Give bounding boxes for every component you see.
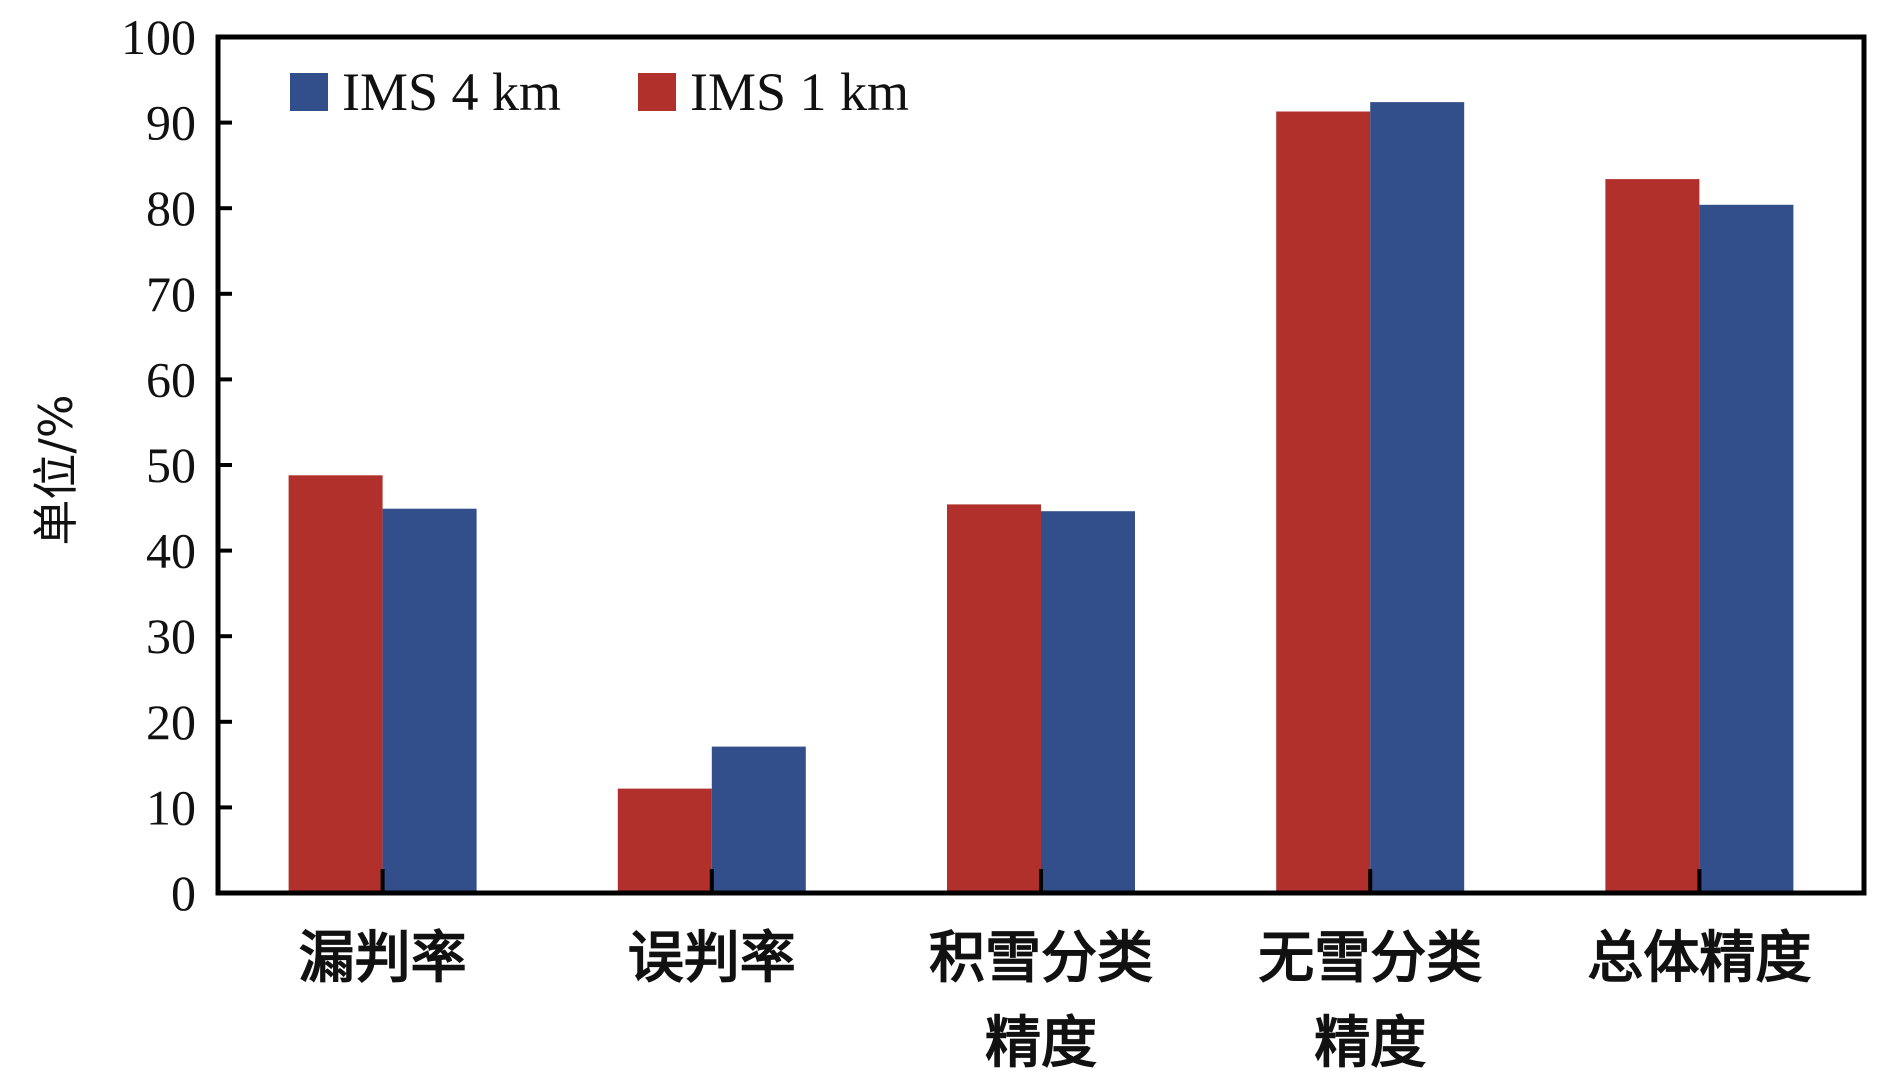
y-tick-label: 60 <box>146 351 196 407</box>
y-tick-label: 10 <box>146 779 196 835</box>
bar-ims-1-km-4 <box>1605 179 1700 894</box>
x-tick-label: 精度 <box>985 1011 1097 1076</box>
x-tick-label: 误判率 <box>628 926 796 991</box>
y-axis-label: 单位/% <box>29 394 83 545</box>
bar-ims-1-km-1 <box>617 788 712 893</box>
bars-layer <box>288 102 1794 894</box>
y-tick-label: 40 <box>146 523 196 579</box>
x-tick-label: 积雪分类 <box>929 926 1153 991</box>
bar-ims-4-km-4 <box>1699 204 1794 894</box>
y-tick-label: 90 <box>146 95 196 151</box>
y-tick-label: 20 <box>146 694 196 750</box>
y-ticks: 0 10 20 30 40 50 60 70 80 90 100 <box>121 9 232 921</box>
legend-label-ims-1-km: IMS 1 km <box>690 62 909 122</box>
y-tick-label: 50 <box>146 437 196 493</box>
legend-label-ims-4-km: IMS 4 km <box>342 62 561 122</box>
x-tick-label: 无雪分类 <box>1258 926 1482 991</box>
x-tick-label: 精度 <box>1314 1011 1426 1076</box>
bar-ims-1-km-2 <box>947 504 1041 893</box>
bar-ims-4-km-1 <box>711 746 806 893</box>
legend-swatch-ims-1-km <box>638 73 676 111</box>
bar-ims-1-km-3 <box>1276 111 1371 893</box>
bar-ims-4-km-2 <box>1041 511 1135 893</box>
y-tick-label: 0 <box>171 865 196 921</box>
y-tick-label: 70 <box>146 266 196 322</box>
x-tick-label: 总体精度 <box>1587 926 1811 991</box>
bar-ims-1-km-0 <box>288 475 383 893</box>
legend-swatch-ims-4-km <box>290 73 328 111</box>
y-tick-label: 100 <box>121 9 196 65</box>
x-tick-label: 漏判率 <box>299 926 467 991</box>
bar-ims-4-km-3 <box>1370 102 1465 894</box>
y-tick-label: 30 <box>146 608 196 664</box>
legend: IMS 4 km IMS 1 km <box>290 62 909 122</box>
y-tick-label: 80 <box>146 180 196 236</box>
bar-ims-4-km-0 <box>382 508 477 893</box>
